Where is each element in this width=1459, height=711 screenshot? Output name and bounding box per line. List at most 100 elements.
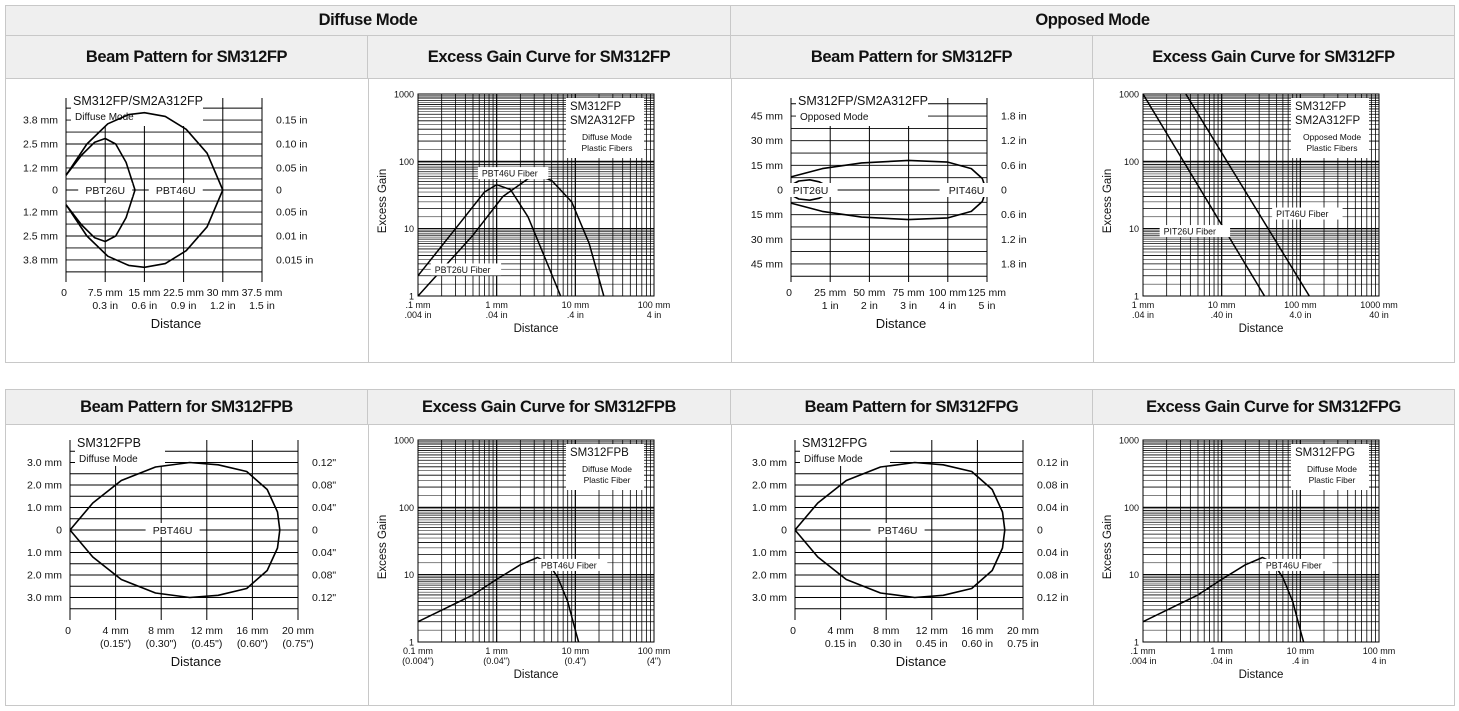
- curve-label: PBT26U: [85, 185, 125, 197]
- annotation-background: [430, 263, 502, 276]
- x-tick-label: 12 mm: [916, 625, 948, 637]
- x-tick-label: 4 in: [1372, 656, 1387, 666]
- y-tick-label-right: 1.8 in: [1001, 258, 1027, 270]
- chart-inset-subtitle: Diffuse Mode: [79, 454, 138, 465]
- x-tick-label: (0.04"): [483, 656, 510, 666]
- x-tick-label: 0.3 in: [92, 300, 118, 312]
- x-tick-label: 8 mm: [148, 625, 175, 637]
- mode-header-row: Diffuse Mode Opposed Mode: [6, 6, 1454, 36]
- chart-title: Excess Gain Curve for SM312FPG: [1146, 397, 1401, 416]
- x-tick-label: 100 mm: [929, 287, 967, 299]
- plot-frame: [1142, 439, 1380, 643]
- y-tick-label-right: 0.12": [312, 457, 336, 469]
- x-tick-label: 10 mm: [1287, 646, 1315, 656]
- legend-title: SM312FPB: [570, 447, 629, 459]
- beam-curve: [69, 461, 281, 599]
- x-tick-label: .004 in: [1129, 656, 1156, 666]
- y-tick-label-left: 2.0 mm: [752, 570, 787, 582]
- y-tick-label-left: 3.8 mm: [23, 254, 58, 266]
- annotation-background: [536, 558, 608, 571]
- divider: [731, 425, 732, 705]
- series-label: PBT46U Fiber: [541, 560, 597, 570]
- y-tick-label-left: 3.0 mm: [752, 457, 787, 469]
- x-tick-label: 0: [786, 287, 792, 299]
- beam-pattern-chart-sm312fp-diffuse: 3.8 mm 0.15 in 2.5 mm 0.10 in 1.2 mm 0.05 in 0…: [23, 92, 314, 331]
- x-tick-label: 10 mm: [562, 300, 590, 310]
- y-tick-label-right: 0.10 in: [276, 139, 308, 151]
- x-axis-label: Distance: [1239, 669, 1284, 681]
- legend-note: Plastic Fiber: [584, 475, 631, 485]
- x-tick-label: 1 mm: [1132, 300, 1155, 310]
- diffuse-mode-header: Diffuse Mode: [6, 6, 731, 35]
- legend-note: Opposed Mode: [1303, 132, 1361, 142]
- y-tick-label-left: 1.0 mm: [752, 502, 787, 514]
- legend-background: [1291, 444, 1369, 490]
- legend-background: [1291, 98, 1369, 158]
- legend-note: Plastic Fiber: [1309, 475, 1356, 485]
- chart-header-row-2: Beam Pattern for SM312FPB Excess Gain Cu…: [6, 390, 1454, 425]
- x-tick-label: 50 mm: [853, 287, 885, 299]
- x-tick-label: 20 mm: [282, 625, 314, 637]
- curve-label: PBT46U: [878, 525, 918, 537]
- y-tick-label-right: 0.05 in: [276, 162, 308, 174]
- x-tick-label: .04 in: [1211, 656, 1233, 666]
- x-tick-label: 0.75 in: [1007, 638, 1039, 650]
- y-axis-label: Excess Gain: [377, 515, 389, 580]
- title-background: [71, 92, 203, 126]
- series-label: PBT46U Fiber: [482, 169, 538, 179]
- curve-label: PBT46U: [156, 185, 196, 197]
- gain-curve: [417, 183, 562, 297]
- x-tick-label: 0.1 mm: [403, 646, 433, 656]
- chart-inset-title: SM312FPG: [802, 436, 867, 450]
- y-tick-label-left: 2.0 mm: [27, 570, 62, 582]
- x-tick-label: 20 mm: [1007, 625, 1039, 637]
- x-tick-label: 1 mm: [485, 300, 508, 310]
- y-tick-label-left: 3.0 mm: [752, 592, 787, 604]
- x-tick-label: .04 in: [486, 310, 508, 320]
- x-tick-label: (0.60"): [237, 638, 268, 650]
- chart-title: Beam Pattern for SM312FPG: [731, 390, 1093, 424]
- y-tick-label: 10: [1129, 224, 1139, 234]
- x-tick-label: 1 mm: [485, 646, 508, 656]
- y-tick-label-right: 0.04": [312, 502, 336, 514]
- y-tick-label-right: 0.12 in: [1037, 592, 1069, 604]
- legend-note: Diffuse Mode: [582, 464, 632, 474]
- divider: [731, 79, 732, 362]
- y-tick-label: 1: [409, 292, 414, 302]
- x-tick-label: 40 in: [1369, 310, 1389, 320]
- x-tick-label: 12 mm: [191, 625, 223, 637]
- x-tick-label: 0: [790, 625, 796, 637]
- x-tick-label: .4 in: [567, 310, 584, 320]
- x-tick-label: 7.5 mm: [88, 287, 123, 299]
- y-tick-label-right: 0.05 in: [276, 207, 308, 219]
- x-tick-label: 1.5 in: [249, 300, 275, 312]
- x-tick-label: 100 mm: [638, 300, 671, 310]
- curve-label-background: [78, 183, 133, 197]
- x-tick-label: .1 mm: [1130, 646, 1155, 656]
- y-tick-label-left: 30 mm: [751, 135, 783, 147]
- x-tick-label: 0: [65, 625, 71, 637]
- curve-label-background: [145, 523, 200, 537]
- gain-curve: [1185, 93, 1310, 297]
- y-axis-label: Excess Gain: [1102, 169, 1114, 234]
- y-tick-label-right: 1.2 in: [1001, 135, 1027, 147]
- x-tick-label: 0.30 in: [870, 638, 902, 650]
- x-tick-label: 3 in: [900, 300, 917, 312]
- x-tick-label: 10 mm: [562, 646, 590, 656]
- title-background: [800, 434, 890, 466]
- x-tick-label: 5 in: [979, 300, 996, 312]
- y-tick-label-right: 0.08": [312, 480, 336, 492]
- y-tick-label-left: 45 mm: [751, 258, 783, 270]
- excess-gain-chart-sm312fpg: 1 10 100 1000 Excess Gain .1 mm.004 in 1 mm.04…: [1102, 436, 1395, 682]
- x-tick-label: 0.6 in: [132, 300, 158, 312]
- x-tick-label: 0.45 in: [916, 638, 948, 650]
- y-tick-label-right: 0.15 in: [276, 115, 308, 127]
- beam-pattern-chart-sm312fpg: 3.0 mm 0.12 in 2.0 mm 0.08 in 1.0 mm 0.04 in 0…: [752, 434, 1069, 669]
- y-tick-label: 1000: [1119, 436, 1139, 446]
- y-tick-label-left: 30 mm: [751, 234, 783, 246]
- legend-note: Plastic Fibers: [581, 143, 632, 153]
- diffuse-opposed-table-sm312fp: Diffuse Mode Opposed Mode Beam Pattern f…: [5, 5, 1455, 363]
- y-axis-label: Excess Gain: [377, 169, 389, 234]
- beam-curve: [65, 137, 136, 243]
- title-background: [796, 92, 928, 126]
